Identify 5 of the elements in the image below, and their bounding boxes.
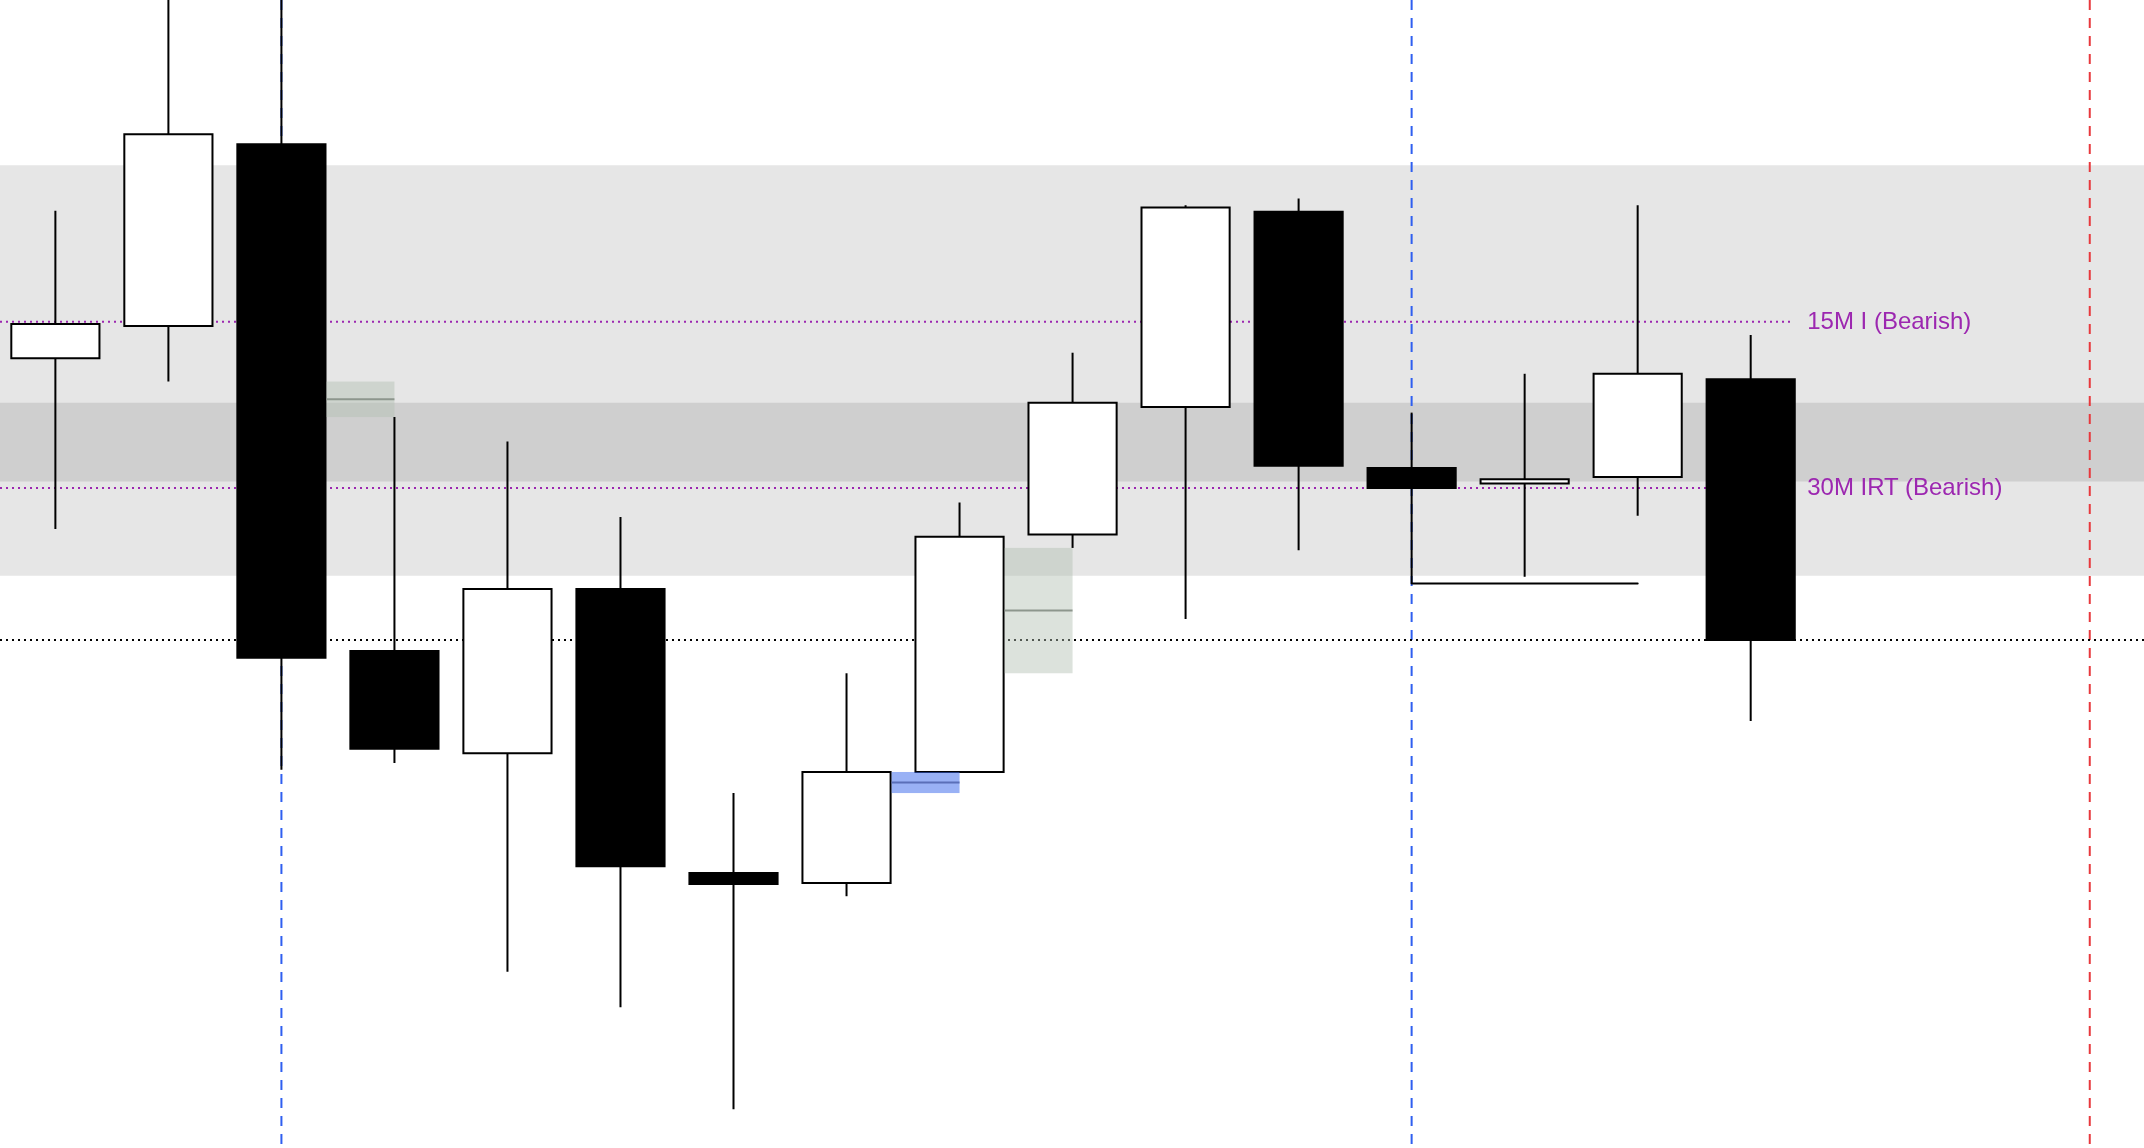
ref-line-label: 30M IRT (Bearish) (1807, 473, 2003, 501)
candlestick (688, 792, 779, 1111)
candlestick (10, 209, 101, 531)
candlestick (1479, 372, 1570, 578)
ref-line-label: 15M I (Bearish) (1807, 306, 1972, 334)
